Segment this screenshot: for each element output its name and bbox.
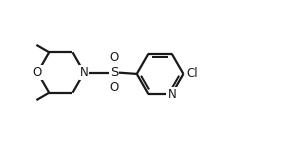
Text: O: O (33, 66, 42, 79)
Text: N: N (167, 88, 176, 101)
Text: N: N (80, 66, 89, 79)
Text: Cl: Cl (186, 67, 198, 80)
Text: S: S (110, 66, 118, 79)
Text: O: O (109, 51, 119, 64)
Text: O: O (109, 81, 119, 94)
